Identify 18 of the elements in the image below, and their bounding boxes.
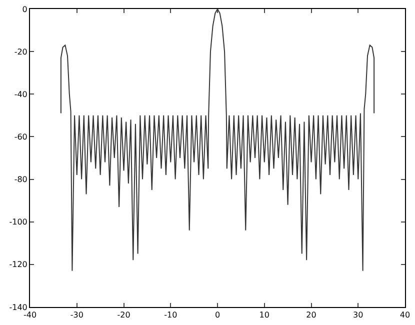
x-tick-label: 10 [259, 310, 270, 320]
y-tick-label: -120 [9, 260, 28, 270]
x-tick-label: -10 [164, 310, 178, 320]
x-tick-label: 0 [214, 310, 220, 320]
x-tick-label: -30 [70, 310, 84, 320]
x-tick-label: -20 [117, 310, 130, 320]
y-tick-label: -60 [14, 132, 28, 142]
x-tick-label: 40 [400, 310, 410, 320]
y-tick-label: 0 [22, 4, 28, 14]
line-series [60, 9, 375, 272]
y-tick-label: -140 [9, 302, 28, 312]
x-tick-label: -40 [23, 310, 37, 320]
x-tick-label: 20 [306, 310, 316, 320]
y-tick-label: -100 [9, 218, 28, 227]
y-tick-label: -80 [14, 175, 28, 184]
y-tick-label: -40 [14, 90, 28, 99]
x-tick-label: 30 [353, 310, 364, 320]
y-tick-label: -20 [14, 47, 28, 56]
